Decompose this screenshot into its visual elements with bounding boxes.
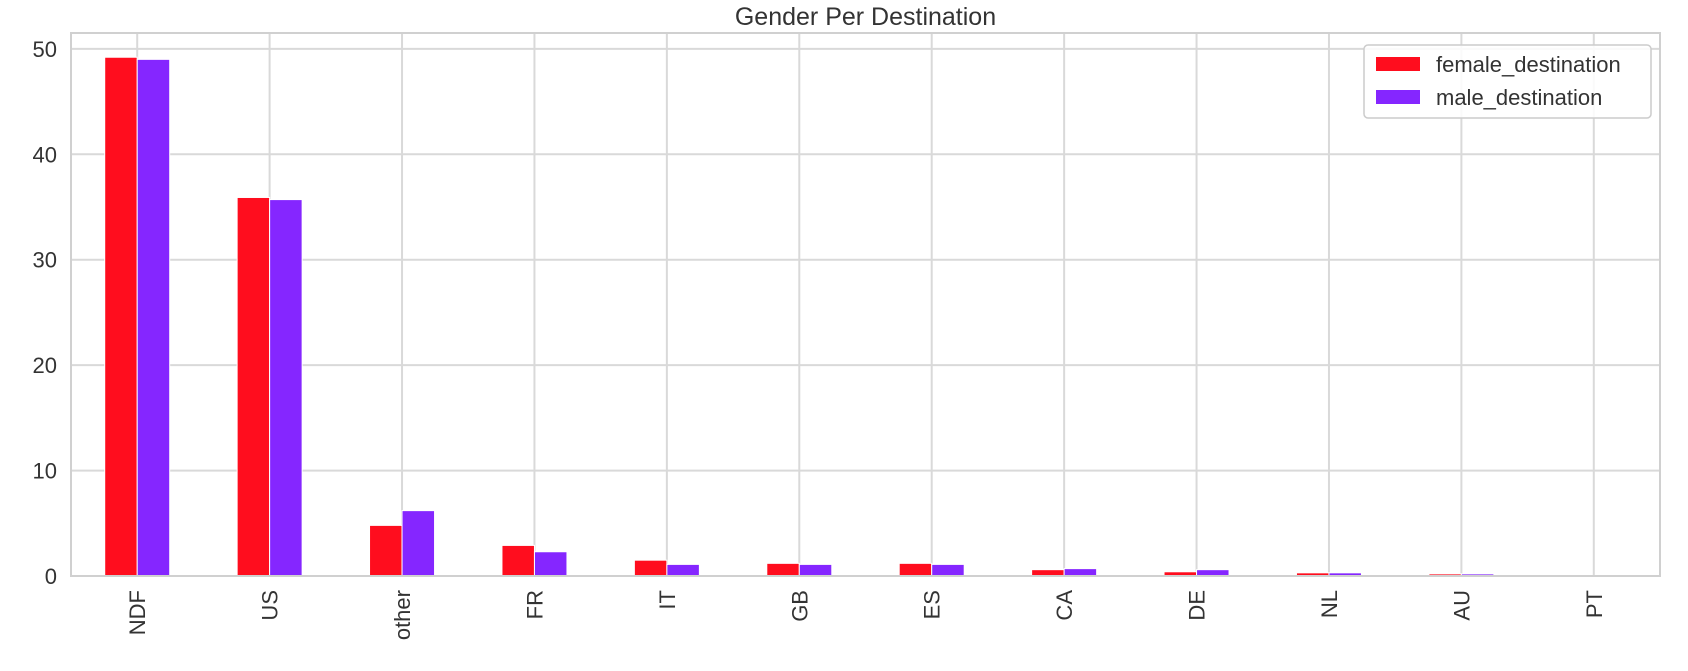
y-tick-label: 40 — [33, 142, 57, 167]
bar-female_destination-US — [236, 196, 271, 577]
bar-male_destination-NDF — [136, 58, 171, 577]
x-tick-label: CA — [1052, 590, 1077, 621]
bar-male_destination-ES — [931, 563, 965, 577]
bar-male_destination-GB — [798, 563, 833, 577]
x-tick-label: DE — [1185, 590, 1210, 621]
x-tick-label: FR — [522, 590, 547, 619]
legend-swatch-female_destination — [1376, 57, 1420, 71]
legend: female_destination male_destination — [1363, 44, 1652, 119]
bar-female_destination-IT — [633, 559, 668, 577]
x-tick-label: PT — [1582, 590, 1607, 618]
bar-male_destination-CA — [1063, 568, 1098, 577]
bar-male_destination-US — [269, 199, 303, 577]
legend-label-male_destination: male_destination — [1436, 85, 1602, 110]
legend-label-female_destination: female_destination — [1436, 52, 1621, 77]
y-tick-label: 20 — [33, 353, 57, 378]
plot-border — [70, 32, 1661, 577]
chart-title: Gender Per Destination — [735, 3, 996, 31]
x-tick-label: NL — [1317, 590, 1342, 618]
bar-female_destination-ES — [898, 562, 933, 577]
x-tick-label: AU — [1449, 590, 1474, 621]
grid-lines — [71, 33, 1660, 577]
bar-female_destination-other — [369, 524, 403, 577]
x-tick-label: IT — [655, 590, 680, 610]
legend-box — [1363, 44, 1652, 119]
bar-female_destination-FR — [501, 544, 535, 577]
bar-male_destination-IT — [666, 563, 700, 577]
bar-male_destination-FR — [533, 551, 568, 577]
plot-frame — [70, 32, 1661, 577]
legend-swatch-male_destination — [1376, 90, 1420, 104]
y-axis-ticks: 0 10 20 30 40 50 — [33, 37, 57, 589]
x-tick-label: ES — [920, 590, 945, 619]
y-tick-label: 10 — [33, 459, 57, 484]
y-tick-label: 50 — [33, 37, 57, 62]
x-axis-ticks: NDF US other FR IT GB ES CA DE NL AU PT — [125, 590, 1607, 640]
x-tick-label: other — [390, 590, 415, 640]
bars — [104, 56, 1627, 577]
x-tick-label: US — [258, 590, 283, 621]
bar-female_destination-NDF — [104, 56, 138, 577]
y-tick-label: 30 — [33, 248, 57, 273]
x-tick-label: NDF — [125, 590, 150, 635]
x-tick-label: GB — [787, 590, 812, 622]
y-tick-label: 0 — [45, 564, 57, 589]
bar-female_destination-GB — [766, 562, 800, 577]
bar-male_destination-other — [401, 510, 436, 577]
